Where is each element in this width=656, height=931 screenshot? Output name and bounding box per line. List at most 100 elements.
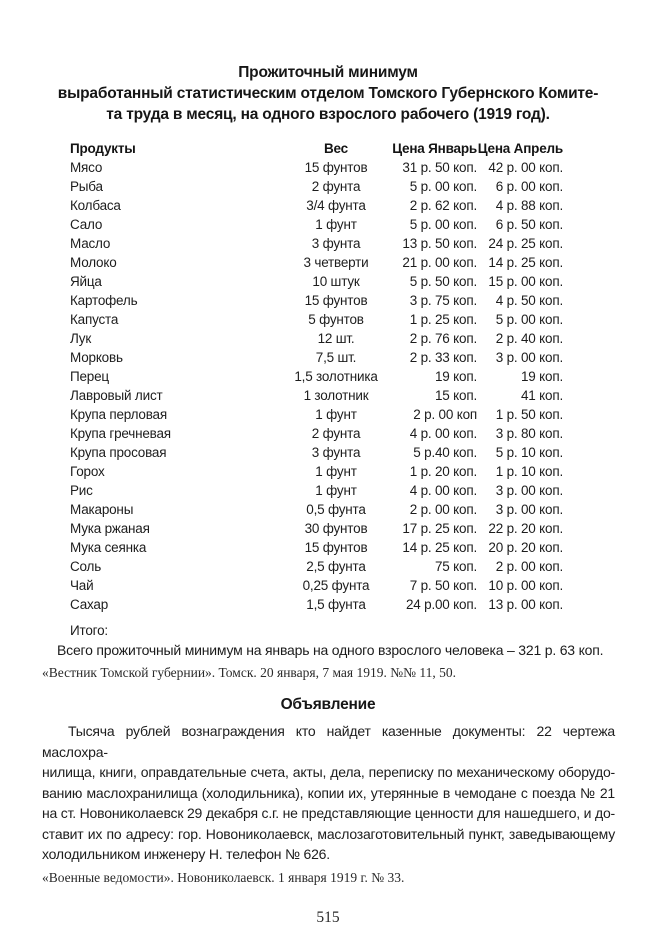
totals-line: Всего прожиточный минимум на январь на о… — [57, 642, 604, 658]
cell-weight: 15 фунтов — [304, 160, 368, 175]
cell-price-apr: 4 р. 50 коп. — [495, 293, 563, 308]
announcement-line: ставит их по адресу: гор. Новониколаевск… — [42, 825, 615, 842]
cell-product: Мука сеянка — [70, 540, 147, 555]
cell-price-apr: 22 р. 20 коп. — [488, 521, 563, 536]
cell-price-apr: 14 р. 25 коп. — [488, 255, 563, 270]
cell-price-apr: 6 р. 00 коп. — [495, 179, 563, 194]
announcement-line: ванию маслохранилища (холодильника), коп… — [42, 784, 615, 801]
cell-price-jan: 13 р. 50 коп. — [402, 236, 477, 251]
header-products: Продукты — [70, 141, 136, 156]
cell-price-jan: 15 коп. — [435, 388, 477, 403]
cell-weight: 1,5 золотника — [294, 369, 378, 384]
title-line-2: выработанный статистическим отделом Томс… — [57, 85, 599, 102]
announcement-line: нилища, книги, оправдательные счета, акт… — [42, 764, 615, 780]
cell-weight: 3 фунта — [311, 445, 361, 460]
table-row: Соль 2,5 фунта 75 коп. 2 р. 00 коп. — [70, 557, 563, 576]
cell-price-jan: 5 р.40 коп. — [413, 445, 477, 460]
cell-price-jan: 4 р. 00 коп. — [409, 426, 477, 441]
cell-price-apr: 3 р. 00 коп. — [495, 350, 563, 365]
cell-price-apr: 15 р. 00 коп. — [488, 274, 563, 289]
announcement-paragraph: Тысяча рублей вознаграждения кто найдет … — [42, 721, 615, 865]
price-table: Продукты Вес Цена Январь Цена Апрель Мяс… — [70, 139, 563, 614]
table-row: Макароны 0,5 фунта 2 р. 00 коп. 3 р. 00 коп… — [70, 500, 563, 519]
cell-product: Мука ржаная — [70, 521, 150, 536]
cell-weight: 3/4 фунта — [306, 198, 366, 213]
table-row: Капуста 5 фунтов 1 р. 25 коп. 5 р. 00 коп. — [70, 310, 563, 329]
table-row: Сахар 1,5 фунта 24 р.00 коп. 13 р. 00 коп. — [70, 595, 563, 614]
announcement-line: на ст. Новониколаевск 29 декабря с.г. не… — [42, 805, 615, 821]
cell-price-apr: 1 р. 10 коп. — [495, 464, 563, 479]
price-table-header: Продукты Вес Цена Январь Цена Апрель — [70, 139, 563, 158]
cell-product: Сахар — [70, 597, 109, 612]
cell-price-apr: 4 р. 88 коп. — [495, 198, 563, 213]
table-row: Крупа гречневая 2 фунта 4 р. 00 коп. 3 р. 8… — [70, 424, 563, 443]
table-row: Картофель 15 фунтов 3 р. 75 коп. 4 р. 50 ко… — [70, 291, 563, 310]
cell-price-jan: 1 р. 25 коп. — [409, 312, 477, 327]
cell-price-jan: 5 р. 00 коп. — [409, 217, 477, 232]
page-number: 515 — [316, 908, 340, 926]
announcement-line: холодильником инженеру Н. телефон № 626. — [42, 846, 330, 862]
cell-price-jan: 31 р. 50 коп. — [402, 160, 477, 175]
announcement-line: Тысяча рублей вознаграждения кто найдет … — [42, 723, 615, 760]
table-row: Молоко 3 четверти 21 р. 00 коп. 14 р. 25 ко… — [70, 253, 563, 272]
cell-product: Колбаса — [70, 198, 121, 213]
cell-product: Рыба — [70, 179, 103, 194]
cell-price-jan: 2 р. 00 коп — [413, 407, 477, 422]
cell-product: Сало — [70, 217, 103, 232]
cell-weight: 15 фунтов — [304, 293, 368, 308]
cell-price-apr: 6 р. 50 коп. — [495, 217, 563, 232]
citation-tomsk: «Вестник Томской губернии». Томск. 20 ян… — [42, 665, 456, 680]
cell-price-apr: 2 р. 00 коп. — [495, 559, 563, 574]
table-row: Мясо 15 фунтов 31 р. 50 коп. 42 р. 00 коп. — [70, 158, 563, 177]
cell-price-jan: 2 р. 33 коп. — [409, 350, 477, 365]
cell-price-apr: 5 р. 10 коп. — [495, 445, 563, 460]
cell-weight: 10 штук — [312, 274, 360, 289]
cell-price-apr: 3 р. 80 коп. — [495, 426, 563, 441]
cell-product: Яйца — [70, 274, 102, 289]
cell-price-apr: 3 р. 00 коп. — [495, 483, 563, 498]
cell-price-jan: 7 р. 50 коп. — [409, 578, 477, 593]
table-row: Горох 1 фунт 1 р. 20 коп. 1 р. 10 коп. — [70, 462, 563, 481]
table-row: Крупа просовая 3 фунта 5 р.40 коп. 5 р. 10 … — [70, 443, 563, 462]
cell-weight: 7,5 шт. — [315, 350, 357, 365]
cell-weight: 3 фунта — [311, 236, 361, 251]
header-price-apr: Цена Апрель — [477, 141, 563, 156]
cell-price-jan: 3 р. 75 коп. — [409, 293, 477, 308]
cell-product: Лавровый лист — [70, 388, 163, 403]
cell-price-apr: 42 р. 00 коп. — [488, 160, 563, 175]
cell-price-jan: 21 р. 00 коп. — [402, 255, 477, 270]
cell-product: Крупа перловая — [70, 407, 167, 422]
table-row: Морковь 7,5 шт. 2 р. 33 коп. 3 р. 00 коп. — [70, 348, 563, 367]
cell-product: Картофель — [70, 293, 138, 308]
cell-weight: 1 фунт — [315, 217, 357, 232]
table-row: Перец 1,5 золотника 19 коп. 19 коп. — [70, 367, 563, 386]
cell-weight: 2 фунта — [311, 179, 361, 194]
table-row: Мука сеянка 15 фунтов 14 р. 25 коп. 20 р. 2… — [70, 538, 563, 557]
cell-weight: 30 фунтов — [304, 521, 368, 536]
cell-weight: 0,25 фунта — [302, 578, 370, 593]
cell-price-jan: 5 р. 50 коп. — [409, 274, 477, 289]
cell-weight: 15 фунтов — [304, 540, 368, 555]
header-price-jan: Цена Январь — [392, 141, 477, 156]
cell-weight: 2,5 фунта — [306, 559, 366, 574]
cell-price-apr: 24 р. 25 коп. — [488, 236, 563, 251]
cell-product: Масло — [70, 236, 111, 251]
table-row: Чай 0,25 фунта 7 р. 50 коп. 10 р. 00 коп. — [70, 576, 563, 595]
cell-price-jan: 24 р.00 коп. — [405, 597, 477, 612]
cell-weight: 1,5 фунта — [306, 597, 366, 612]
cell-weight: 5 фунтов — [308, 312, 364, 327]
table-row: Колбаса 3/4 фунта 2 р. 62 коп. 4 р. 88 коп. — [70, 196, 563, 215]
totals-label: Итого: — [70, 623, 108, 638]
cell-price-apr: 2 р. 40 коп. — [495, 331, 563, 346]
cell-product: Соль — [70, 559, 102, 574]
cell-product: Горох — [70, 464, 105, 479]
cell-price-apr: 10 р. 00 коп. — [488, 578, 563, 593]
table-row: Крупа перловая 1 фунт 2 р. 00 коп 1 р. 50 к… — [70, 405, 563, 424]
cell-price-apr: 1 р. 50 коп. — [495, 407, 563, 422]
cell-price-jan: 1 р. 20 коп. — [409, 464, 477, 479]
cell-product: Крупа гречневая — [70, 426, 171, 441]
document-title: Прожиточный минимум выработанный статист… — [0, 62, 656, 125]
table-row: Рис 1 фунт 4 р. 00 коп. 3 р. 00 коп. — [70, 481, 563, 500]
header-weight: Вес — [324, 141, 348, 156]
